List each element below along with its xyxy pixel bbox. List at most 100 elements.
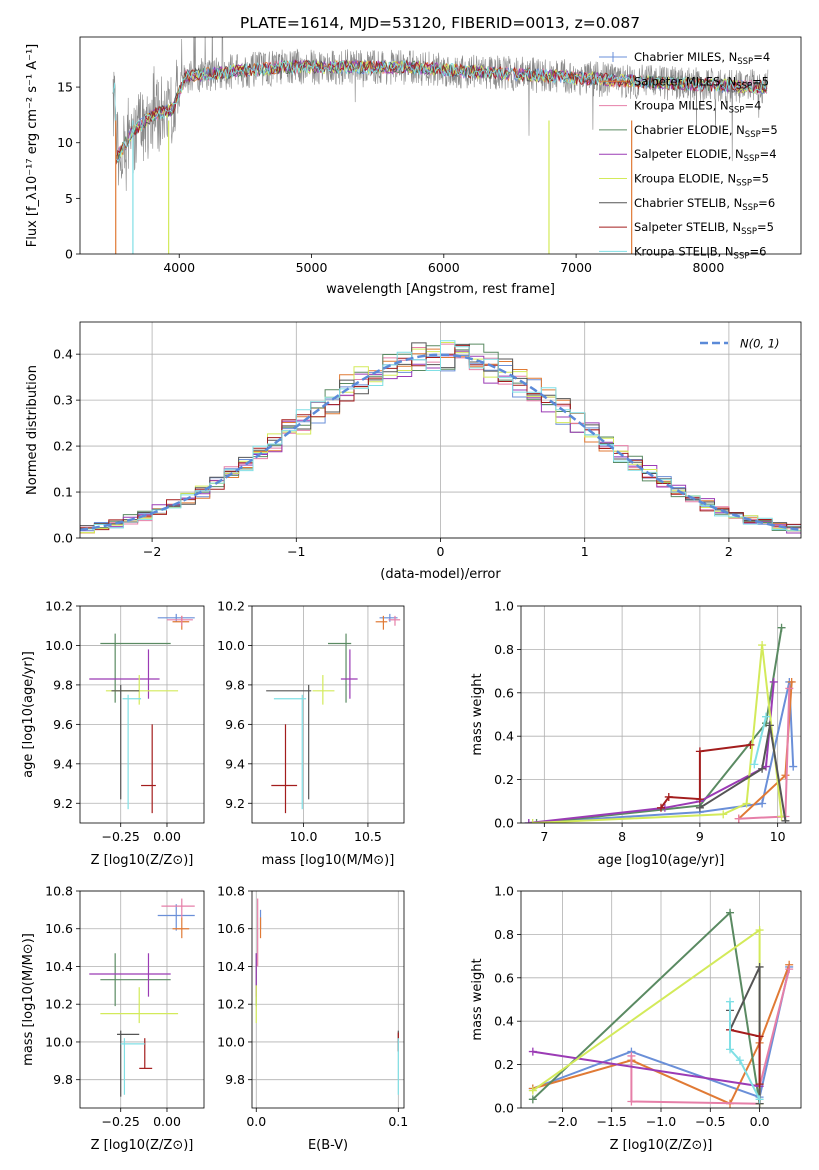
y-tick-label: 0.6 xyxy=(494,685,514,700)
x-tick-label: 10.5 xyxy=(354,829,382,844)
x-tick-label: −0.5 xyxy=(695,1114,725,1129)
legend-entry-name: Salpeter STELIB xyxy=(634,220,725,234)
x-tick-label: −1.0 xyxy=(646,1114,676,1129)
x-tick-label: 8000 xyxy=(692,260,724,275)
legend-entry-nssp: , N xyxy=(726,196,742,210)
legend-entry-name: Kroupa ELODIE xyxy=(634,172,720,186)
legend-entry: Chabrier ELODIE, NSSP=5 xyxy=(634,123,778,140)
y-tick-label: 0.0 xyxy=(494,1101,514,1116)
mass-vs-ebv-panel: 0.0 0.1 9.8 10.0 10.2 10.4 10.6 10.8 E(B-V) xyxy=(217,884,408,1154)
error-bar-point xyxy=(273,694,307,810)
axes-frame xyxy=(251,890,405,1109)
y-tick-label: 9.4 xyxy=(225,756,245,771)
weight-series-line xyxy=(699,725,787,821)
ticks: 0.0 0.1 9.8 10.0 10.2 10.4 10.6 10.8 xyxy=(217,884,408,1130)
y-tick-label: 0 xyxy=(65,247,73,262)
legend-entry: Kroupa ELODIE, NSSP=5 xyxy=(634,172,769,189)
error-bar-point xyxy=(100,633,171,703)
weight-series-line xyxy=(532,1050,760,1088)
legend-entry-count: 4 xyxy=(763,50,770,64)
weight-marker xyxy=(532,819,541,823)
axes-frame xyxy=(79,890,205,1109)
weight-series-line xyxy=(532,928,761,1104)
legend-entry: N(0, 1) xyxy=(740,337,780,351)
y-tick-label: 9.6 xyxy=(225,717,245,732)
legend-entry: Kroupa MILES, NSSP=4 xyxy=(634,99,761,116)
weight-marker xyxy=(726,997,735,1006)
x-tick-label: −1.5 xyxy=(597,1114,627,1129)
legend-entry-subscript: SSP xyxy=(742,203,758,213)
y-tick-label: 0.0 xyxy=(494,816,514,831)
plot-area xyxy=(528,908,794,1108)
y-tick-label: 0.2 xyxy=(494,772,514,787)
legend-entry-nssp: , N xyxy=(713,99,729,113)
legend-entry-equals: = xyxy=(752,74,762,88)
y-axis-label: Flux [f_λ10⁻¹⁷ erg cm⁻² s⁻¹ A⁻¹] xyxy=(25,44,40,248)
legend-entry-nssp: , N xyxy=(718,244,734,258)
y-axis-label: mass weight xyxy=(470,958,485,1040)
weight-marker xyxy=(750,760,759,769)
age-vs-mass-panel: 10.0 10.5 9.2 9.4 9.6 9.8 10.0 10.2 mass [log10(… xyxy=(217,599,405,868)
ticks: −0.25 0.00 9.8 10.0 10.2 10.4 10.6 10.8 xyxy=(45,884,181,1130)
residuals-panel: −2 −1 0 1 2 0.0 0.1 0.2 0.3 0.4 (data-model)/error… xyxy=(25,321,802,582)
error-bar-point xyxy=(120,1038,145,1095)
x-tick-label: 4000 xyxy=(163,260,195,275)
axes-frame xyxy=(79,321,802,539)
legend-entry-subscript: SSP xyxy=(741,227,757,237)
plot-area xyxy=(255,898,399,1095)
x-tick-label: 0.00 xyxy=(153,1114,181,1129)
x-tick-label: 6000 xyxy=(428,260,460,275)
y-tick-label: 9.6 xyxy=(53,717,73,732)
legend-entry-equals: = xyxy=(744,99,754,113)
x-tick-label: 2 xyxy=(725,544,733,559)
y-tick-label: 9.8 xyxy=(53,1072,73,1087)
legend-entry-nssp: , N xyxy=(725,220,741,234)
error-bar-point xyxy=(157,613,195,622)
legend-entry-subscript: SSP xyxy=(737,57,753,67)
ticks: −2 −1 0 1 2 0.0 0.1 0.2 0.3 0.4 xyxy=(53,347,733,559)
legend-entry-equals: = xyxy=(757,220,767,234)
legend-entry-equals: = xyxy=(761,123,771,137)
y-tick-label: 10.8 xyxy=(217,884,245,899)
y-tick-label: 5 xyxy=(65,191,73,206)
y-tick-label: 9.2 xyxy=(225,796,245,811)
weight-vs-age-panel: 7 8 9 10 0.0 0.2 0.4 0.6 0.8 1.0 age [log10(age/yr… xyxy=(470,599,802,868)
weight-marker xyxy=(781,816,790,823)
legend-entry-subscript: SSP xyxy=(736,81,752,91)
x-tick-label: 0.0 xyxy=(750,1114,770,1129)
x-tick-label: 1 xyxy=(581,544,589,559)
y-tick-label: 9.8 xyxy=(53,677,73,692)
y-tick-label: 10.6 xyxy=(217,921,245,936)
weight-marker xyxy=(746,740,755,749)
ticks: 7 8 9 10 0.0 0.2 0.4 0.6 0.8 1.0 xyxy=(494,599,786,845)
error-bar-point xyxy=(117,1030,140,1097)
weight-marker xyxy=(695,747,704,756)
plot-area xyxy=(112,37,769,254)
grid xyxy=(521,605,801,824)
x-tick-label: 0.0 xyxy=(246,1114,266,1129)
y-tick-label: 0.0 xyxy=(53,531,73,546)
legend-entry-name: Kroupa MILES xyxy=(634,99,713,113)
weight-marker xyxy=(755,1080,764,1089)
y-tick-label: 10.0 xyxy=(217,638,245,653)
error-bar-point xyxy=(100,953,171,1007)
legend-entry-count: 4 xyxy=(769,147,776,161)
grid xyxy=(80,890,204,1108)
y-tick-label: 0.4 xyxy=(494,729,514,744)
weight-marker xyxy=(528,1095,537,1104)
y-tick-label: 0.1 xyxy=(53,485,73,500)
error-bar-point xyxy=(328,633,352,703)
legend-entry-nssp: , N xyxy=(721,50,737,64)
grid xyxy=(80,605,204,823)
y-tick-label: 0.8 xyxy=(494,642,514,657)
weight-marker xyxy=(735,1056,744,1065)
legend-entry-count: 5 xyxy=(762,172,769,186)
error-bar-point xyxy=(340,649,358,699)
legend-entry-nssp: , N xyxy=(720,172,736,186)
weight-marker xyxy=(758,641,767,650)
legend-entry-equals: = xyxy=(749,244,759,258)
error-bar-point xyxy=(166,615,193,626)
grid xyxy=(252,890,404,1108)
weight-marker xyxy=(755,1095,764,1104)
legend-entry-count: 5 xyxy=(767,220,774,234)
